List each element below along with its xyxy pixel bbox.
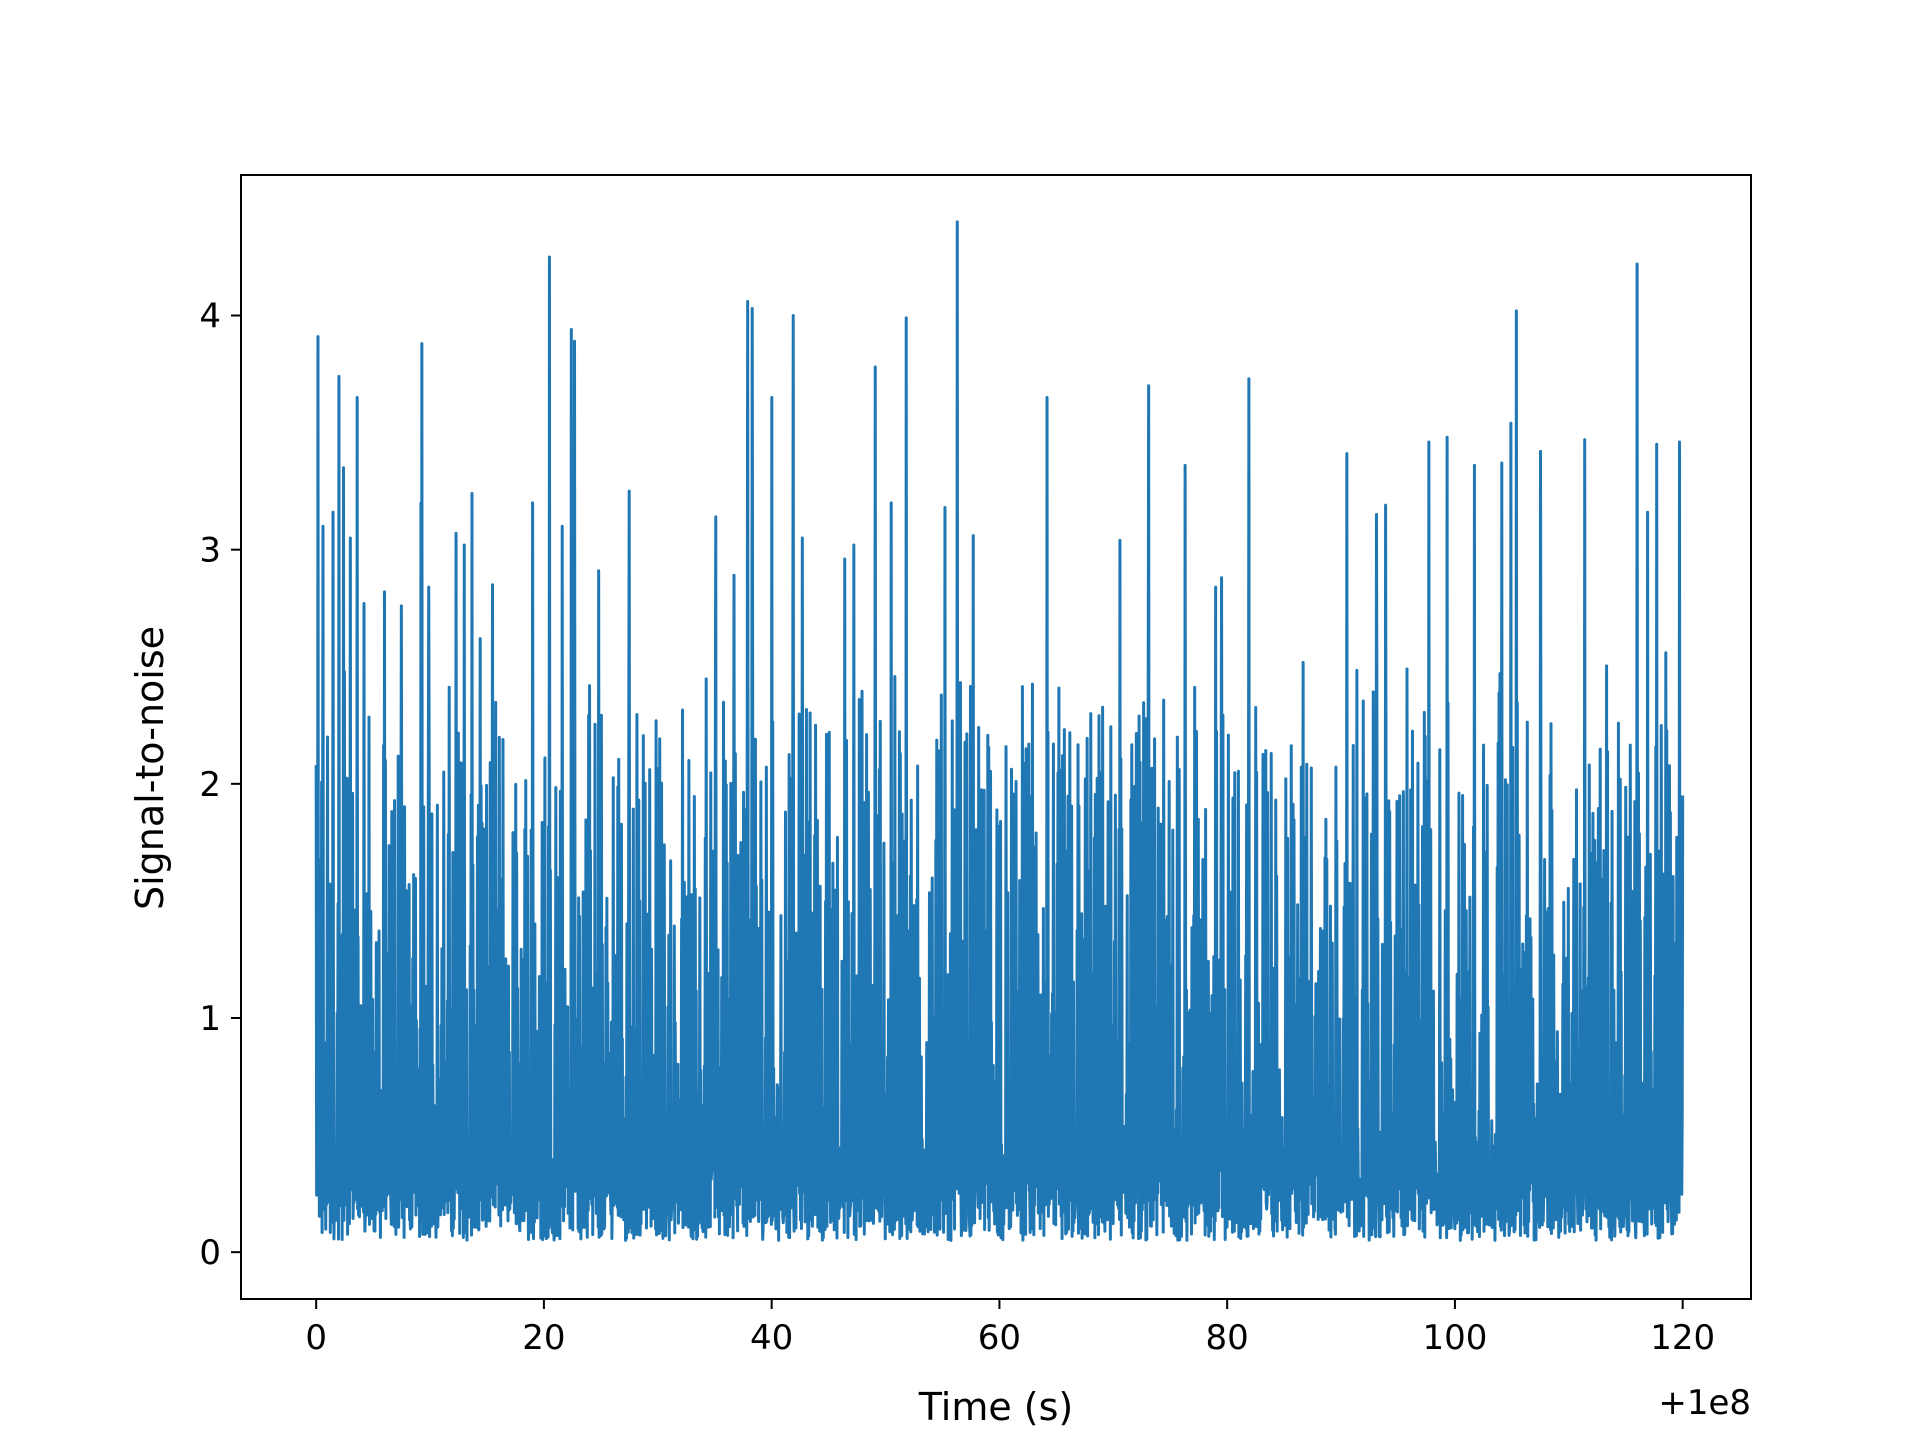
x-tick-label: 60: [978, 1318, 1021, 1358]
x-tick-label: 100: [1422, 1318, 1487, 1358]
y-tick-label: 4: [199, 297, 221, 337]
y-tick-label: 3: [199, 531, 221, 571]
y-tick-label: 0: [199, 1233, 221, 1273]
x-tick-label: 80: [1206, 1318, 1249, 1358]
plot-area: [314, 220, 1685, 1242]
x-tick-label: 120: [1650, 1318, 1715, 1358]
x-tick-label: 40: [750, 1318, 793, 1358]
x-axis-label: Time (s): [918, 1385, 1074, 1429]
y-axis: 0 1 2 3 4: [199, 297, 241, 1273]
x-axis-offset-label: +1e8: [1658, 1383, 1751, 1423]
signal-series-line: [314, 220, 1685, 1242]
y-tick-label: 2: [199, 765, 221, 805]
x-tick-label: 0: [305, 1318, 327, 1358]
y-tick-label: 1: [199, 999, 221, 1039]
series-layer: [314, 220, 1685, 1242]
plot-frame: [240, 174, 1752, 1300]
x-tick-label: 20: [522, 1318, 565, 1358]
y-axis-label: Signal-to-noise: [128, 626, 172, 910]
x-axis: 0 20 40 60 80 100 120: [305, 1299, 1715, 1358]
